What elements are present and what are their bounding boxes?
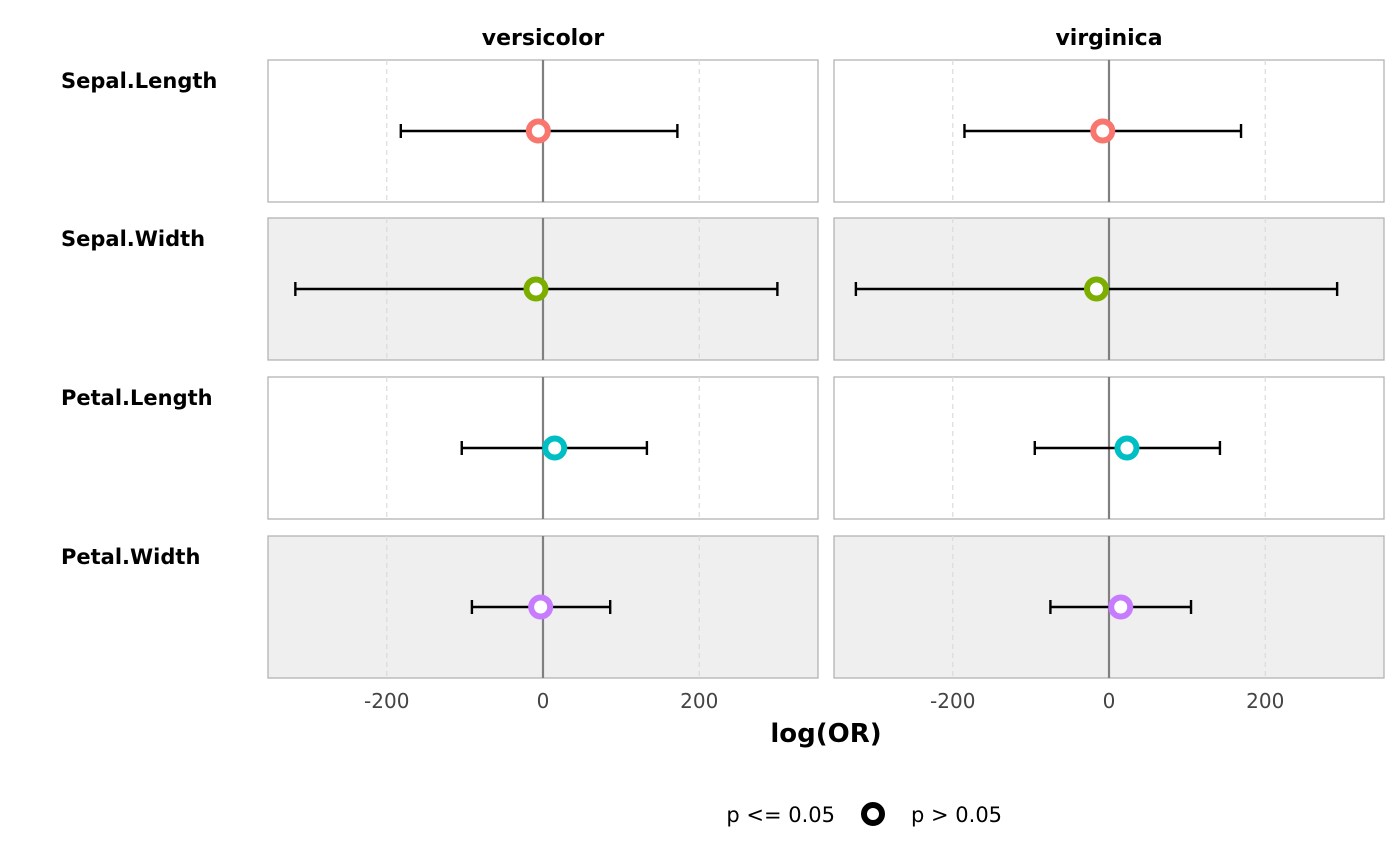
panel-versicolor-sepal-length [267,59,819,203]
panel-versicolor-sepal-width [267,217,819,361]
panels-layer [267,59,1385,679]
legend-label-not-significant: p > 0.05 [911,803,1002,827]
x-tick-label: -200 [930,689,975,713]
labels-layer: versicolor virginica Sepal.Length Sepal.Wid… [61,26,1284,713]
panel-virginica-petal-width [833,535,1385,679]
panel-virginica-sepal-width [833,217,1385,361]
point-estimate [542,435,568,461]
x-axis-title: log(OR) [770,719,881,749]
row-label-petal-length: Petal.Length [61,386,213,410]
point-estimate [1090,118,1116,144]
panel-virginica-sepal-length [833,59,1385,203]
row-label-sepal-width: Sepal.Width [61,227,205,251]
point-estimate [1108,594,1134,620]
point-estimate [523,276,549,302]
point-estimate [1084,276,1109,302]
x-tick-label: -200 [364,689,409,713]
facet-title-virginica: virginica [1055,26,1162,51]
legend-hollow-circle-icon [861,802,885,826]
point-estimate [1114,435,1140,461]
facet-title-versicolor: versicolor [482,26,605,51]
legend: p <= 0.05 p > 0.05 [726,802,1002,827]
point-estimate [525,118,551,144]
legend-label-significant: p <= 0.05 [726,803,835,827]
point-estimate [528,594,554,620]
row-label-sepal-length: Sepal.Length [61,69,217,93]
x-tick-label: 0 [1103,689,1116,713]
panel-virginica-petal-length [833,376,1385,520]
x-tick-label: 200 [680,689,718,713]
panel-versicolor-petal-length [267,376,819,520]
x-tick-label: 200 [1246,689,1284,713]
row-label-petal-width: Petal.Width [61,545,200,569]
panel-versicolor-petal-width [267,535,819,679]
x-tick-label: 0 [537,689,550,713]
